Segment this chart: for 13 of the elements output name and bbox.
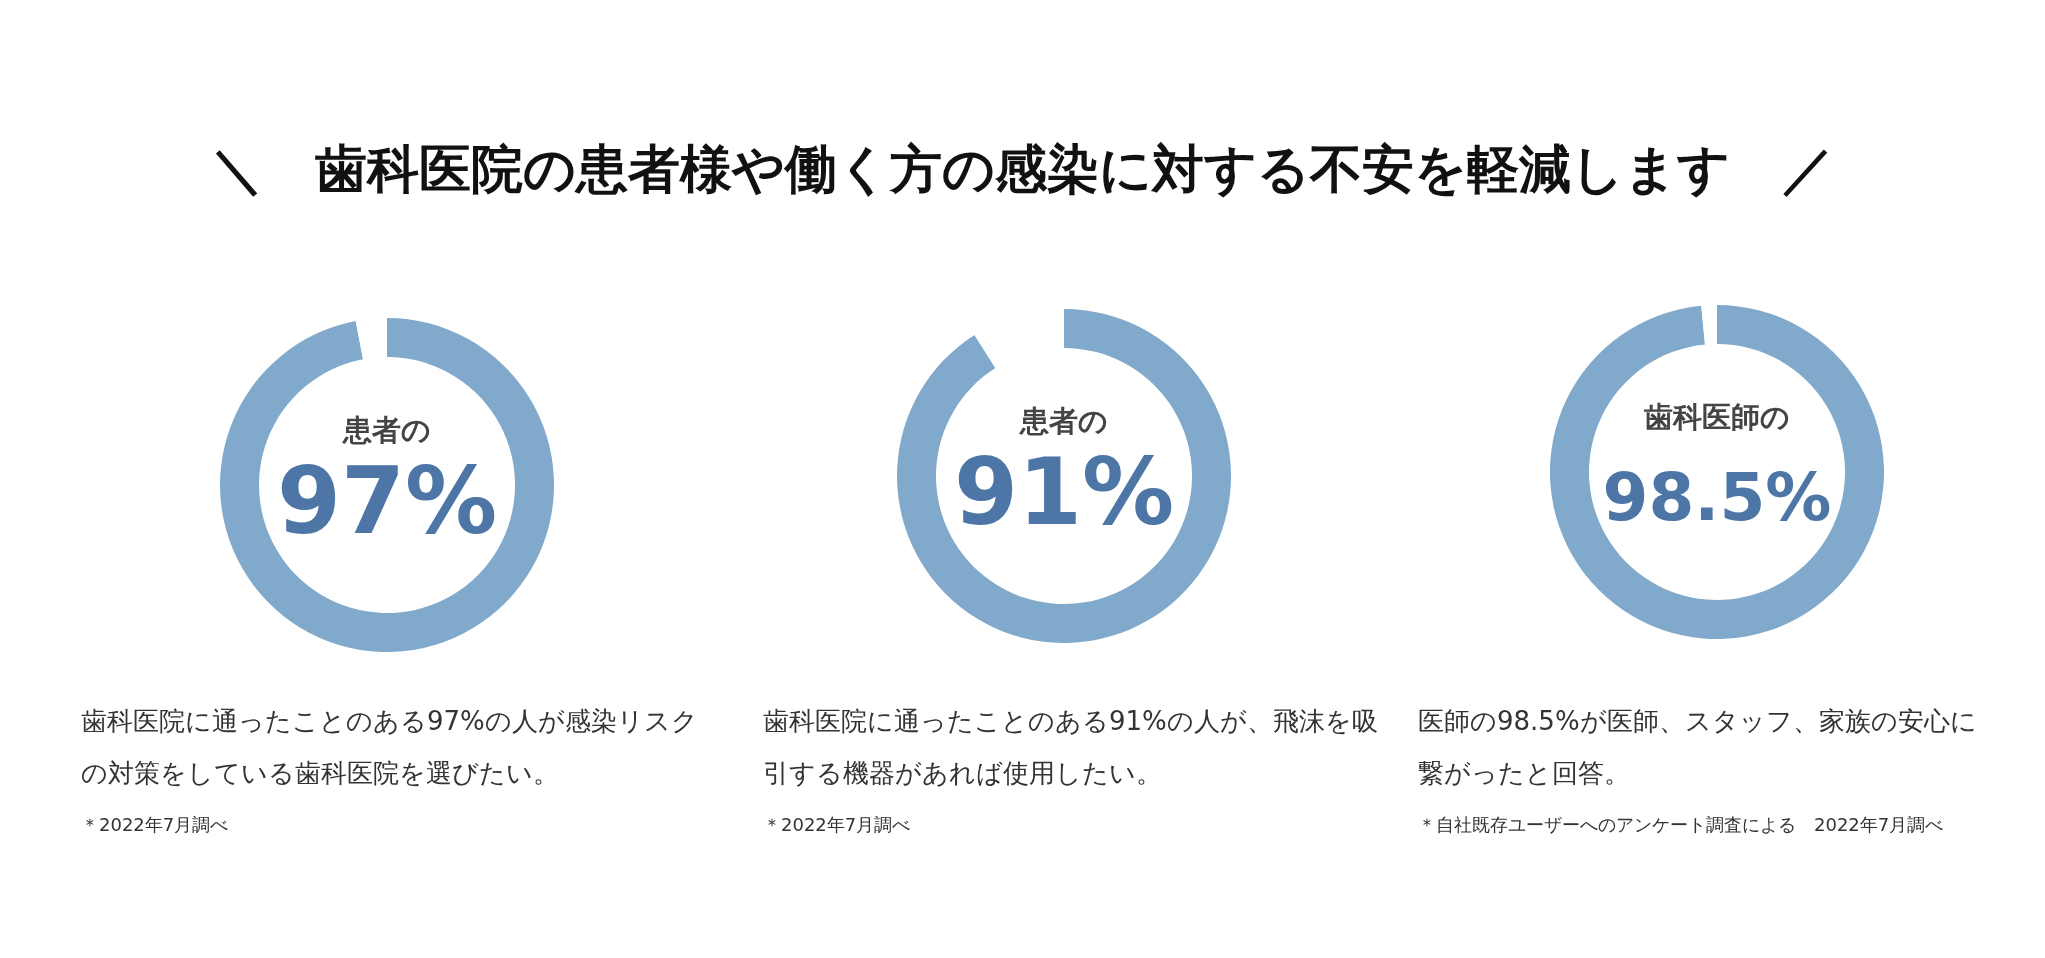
text: ＊2022年7月調べ [81, 813, 230, 837]
data-label: 98.5% [1602, 459, 1832, 536]
data-label: 97% [276, 448, 498, 555]
text: ＊自社既存ユーザーへのアンケート調査による 2022年7月調べ [1418, 813, 1945, 837]
text: 患者の [1019, 404, 1108, 438]
text: 歯科医院に通ったことのある97%の人が感染リスクの対策をしている歯科医院を選びたい。 [81, 705, 699, 790]
text: 医師の98.5%が医師、スタッフ、家族の安心に繋がったと回答。 [1418, 705, 1978, 790]
data-label: 91% [953, 439, 1175, 546]
text: ＼ 歯科医院の患者様や働く方の感染に対する不安を軽減します ／ [210, 138, 1835, 201]
text: ＊2022年7月調べ [763, 813, 912, 837]
text: 歯科医院に通ったことのある91%の人が、飛沫を吸引する機器があれば使用したい。 [763, 705, 1379, 790]
text: 歯科医師の [1643, 400, 1790, 434]
text: 患者の [342, 413, 431, 447]
